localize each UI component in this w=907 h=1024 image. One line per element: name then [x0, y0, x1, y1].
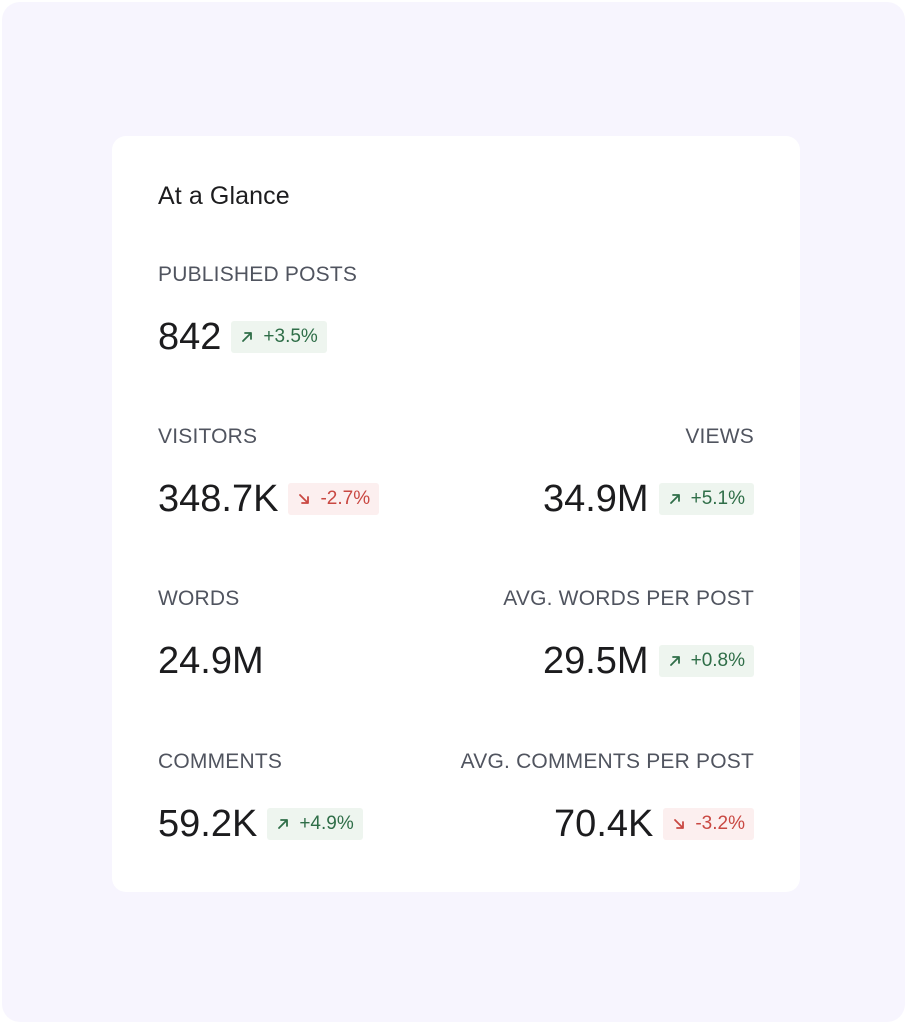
change-value: +4.9%	[299, 813, 354, 834]
metric-row: 29.5M +0.8%	[543, 638, 754, 684]
at-a-glance-card: At a Glance PUBLISHED POSTS 842 +3.5% VI…	[112, 136, 800, 892]
card-title: At a Glance	[158, 182, 290, 210]
metric-value: 842	[158, 316, 222, 358]
metric-label: PUBLISHED POSTS	[158, 263, 358, 286]
change-badge: +4.9%	[267, 808, 363, 840]
change-badge: +0.8%	[658, 645, 754, 677]
metric-value: 24.9M	[158, 640, 264, 682]
metric-label: AVG. WORDS PER POST	[503, 587, 754, 610]
metric-label: COMMENTS	[158, 750, 283, 773]
change-badge: -3.2%	[663, 808, 754, 840]
metric-avg-words-per-post: AVG. WORDS PER POST 29.5M +0.8%	[503, 586, 754, 684]
arrow-down-right-icon	[672, 817, 686, 831]
metric-value: 34.9M	[542, 478, 649, 520]
metric-label: WORDS	[158, 587, 240, 610]
change-value: +5.1%	[690, 488, 745, 509]
metric-comments: COMMENTS 59.2K +4.9%	[158, 749, 363, 847]
metric-label: AVG. COMMENTS PER POST	[460, 750, 754, 773]
arrow-up-right-icon	[668, 492, 682, 506]
metric-row: 348.7K -2.7%	[158, 476, 380, 522]
change-value: -2.7%	[320, 488, 371, 509]
metric-label: VISITORS	[158, 425, 258, 448]
change-value: +0.8%	[690, 650, 745, 671]
metric-views: VIEWS 34.9M +5.1%	[543, 424, 754, 522]
change-badge: +5.1%	[658, 483, 754, 515]
arrow-up-right-icon	[240, 330, 254, 344]
arrow-down-right-icon	[297, 492, 311, 506]
metric-value: 70.4K	[554, 803, 654, 845]
metric-value: 29.5M	[542, 640, 649, 682]
metric-label: VIEWS	[685, 425, 754, 448]
change-value: +3.5%	[263, 326, 318, 347]
arrow-up-right-icon	[276, 817, 290, 831]
metric-visitors: VISITORS 348.7K -2.7%	[158, 424, 380, 522]
change-badge: +3.5%	[231, 321, 327, 353]
metric-words: WORDS 24.9M	[158, 586, 264, 684]
metric-row: 59.2K +4.9%	[158, 801, 363, 847]
metric-row: 842 +3.5%	[158, 314, 327, 360]
metric-row: 34.9M +5.1%	[543, 476, 754, 522]
change-value: -3.2%	[695, 813, 745, 834]
metric-avg-comments-per-post: AVG. COMMENTS PER POST 70.4K -3.2%	[461, 749, 754, 847]
metric-row: 70.4K -3.2%	[554, 801, 754, 847]
metric-row: 24.9M	[158, 638, 264, 684]
metric-value: 348.7K	[158, 478, 279, 520]
arrow-up-right-icon	[668, 654, 682, 668]
metric-published-posts: PUBLISHED POSTS 842 +3.5%	[158, 262, 357, 360]
change-badge: -2.7%	[288, 483, 380, 515]
metric-value: 59.2K	[158, 803, 258, 845]
